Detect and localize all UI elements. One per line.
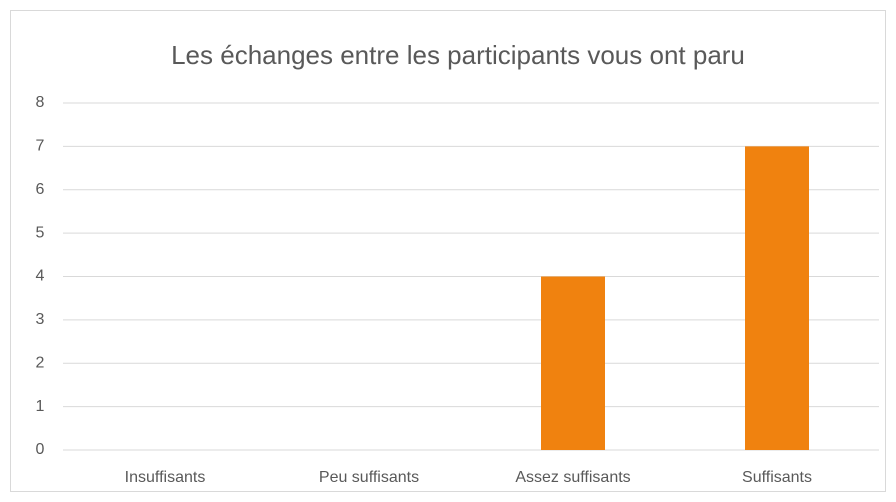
x-tick-label: Assez suffisants xyxy=(515,469,630,486)
chart-title: Les échanges entre les participants vous… xyxy=(171,40,745,70)
x-tick-label: Peu suffisants xyxy=(319,469,419,486)
bar xyxy=(541,276,605,450)
y-tick-label: 0 xyxy=(36,441,45,458)
y-tick-label: 4 xyxy=(36,268,45,285)
x-tick-label: Insuffisants xyxy=(125,469,206,486)
y-tick-label: 5 xyxy=(36,224,45,241)
y-tick-label: 7 xyxy=(36,138,45,155)
chart-border xyxy=(10,10,886,492)
y-tick-label: 8 xyxy=(36,94,45,111)
bar xyxy=(745,146,809,450)
y-tick-label: 2 xyxy=(36,354,45,371)
y-tick-label: 6 xyxy=(36,181,45,198)
y-tick-label: 1 xyxy=(36,398,45,415)
x-tick-label: Suffisants xyxy=(742,469,812,486)
y-tick-label: 3 xyxy=(36,311,45,328)
